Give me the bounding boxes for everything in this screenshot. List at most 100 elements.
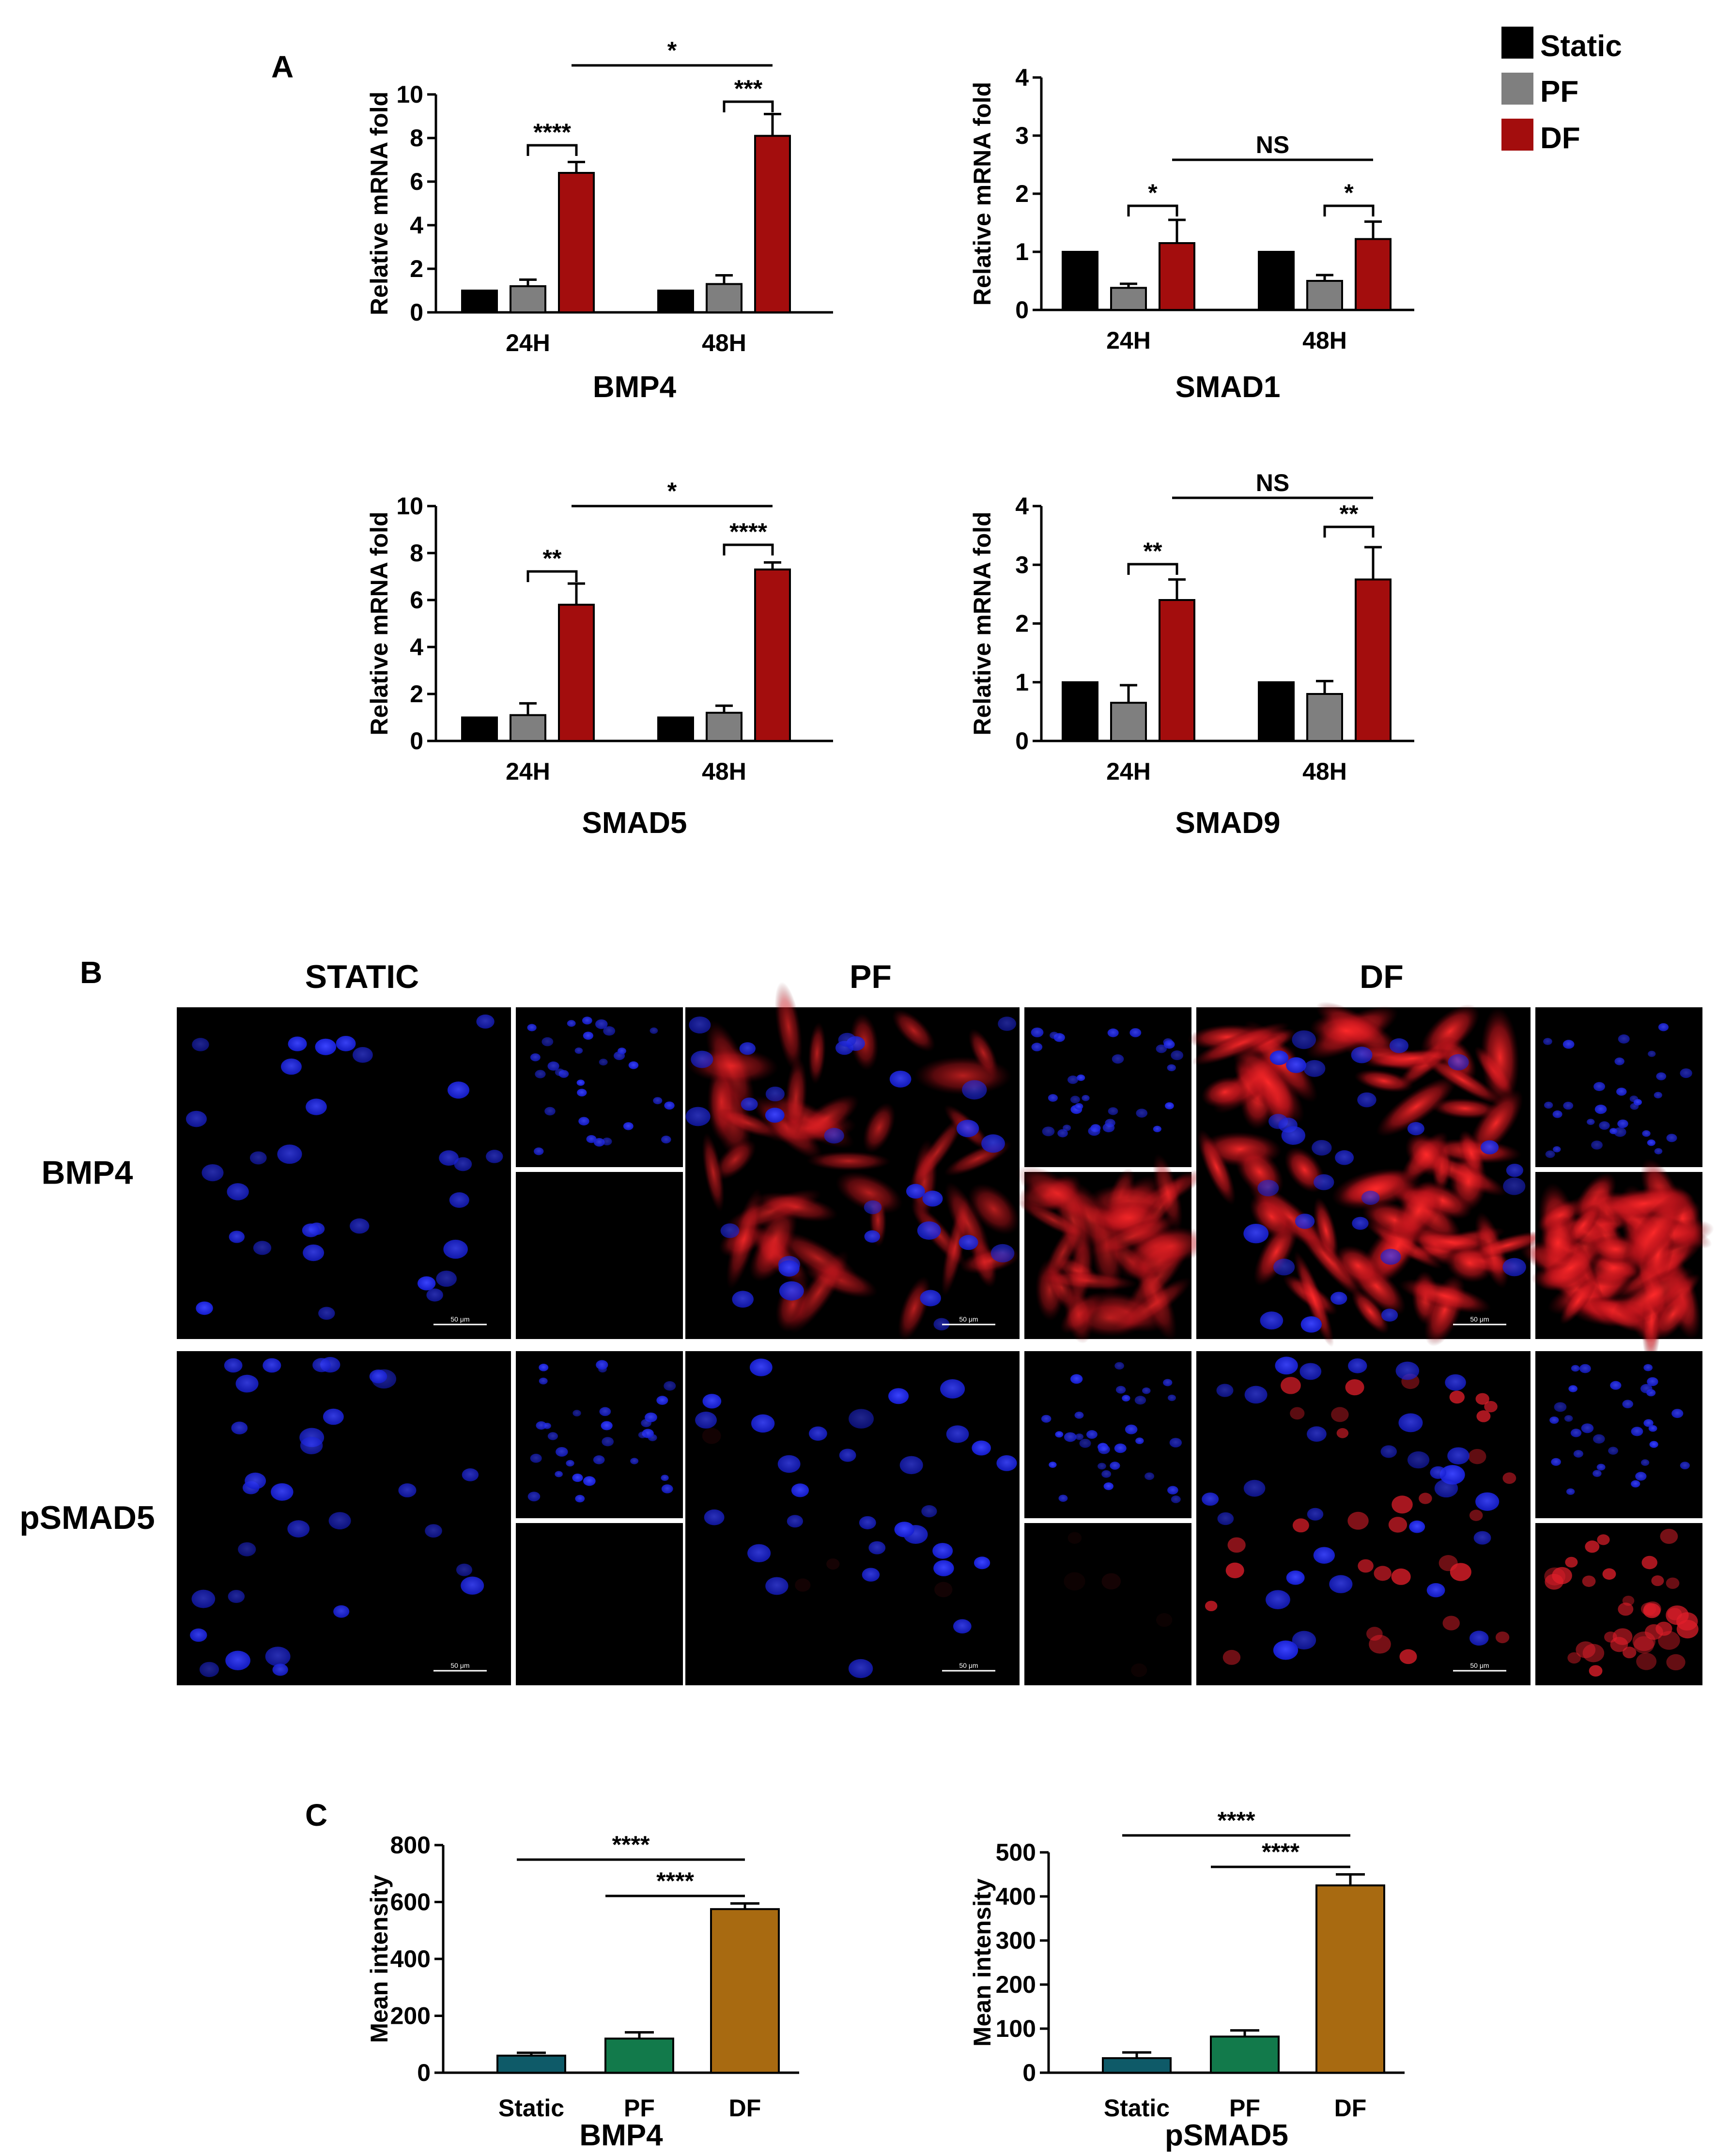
stained-nucleus — [1345, 1379, 1364, 1396]
nucleus — [583, 1476, 596, 1486]
nucleus — [962, 1080, 987, 1100]
nucleus — [1654, 1092, 1662, 1099]
nucleus — [1571, 1365, 1580, 1372]
nucleus — [1058, 1494, 1068, 1502]
nucleus — [1591, 1140, 1603, 1150]
stained-nucleus — [1292, 1518, 1309, 1533]
nucleus — [196, 1301, 213, 1315]
stained-nucleus — [1634, 1636, 1655, 1654]
stained-cell — [1394, 1179, 1443, 1242]
nucleus — [1108, 1107, 1118, 1115]
nucleus — [765, 1108, 785, 1123]
chart-title: BMP4 — [593, 370, 677, 404]
stained-nucleus — [1623, 1647, 1637, 1659]
stained-nucleus — [1450, 1563, 1471, 1581]
nucleus — [1543, 1038, 1552, 1045]
nucleus — [1312, 1140, 1332, 1156]
nucleus — [566, 1460, 574, 1467]
nucleus — [1050, 1032, 1059, 1039]
nucleus — [1335, 1150, 1354, 1165]
nucleus — [1617, 1119, 1628, 1128]
significance-bracket — [526, 144, 578, 156]
nucleus — [1566, 1488, 1575, 1495]
nucleus — [1348, 1358, 1367, 1373]
stained-cell — [1351, 1289, 1390, 1334]
stained-nucleus — [1622, 1595, 1635, 1606]
x-tick-label: PF — [624, 2094, 655, 2122]
nucleus — [922, 1190, 943, 1207]
nucleus — [1579, 1364, 1591, 1373]
stained-nucleus — [1567, 1652, 1581, 1664]
nucleus — [1064, 1432, 1077, 1442]
nucleus — [917, 1221, 941, 1240]
bar-pf — [604, 2037, 674, 2074]
nucleus — [1260, 1311, 1284, 1330]
y-tick-label: 0 — [417, 2059, 431, 2086]
nucleus — [749, 1358, 773, 1376]
nucleus — [201, 1164, 224, 1182]
stained-cell — [776, 1231, 860, 1286]
stained-nucleus — [1640, 1602, 1656, 1616]
nucleus — [1631, 1480, 1640, 1488]
bar-static-24h — [461, 290, 498, 313]
y-axis-label: Relative mRNA fold — [969, 82, 996, 306]
stained-cell — [1445, 1243, 1494, 1283]
significance-bracket — [1127, 204, 1178, 216]
significance-bracket — [1323, 204, 1375, 216]
nucleus — [575, 1494, 585, 1503]
stained-nucleus — [1602, 1568, 1616, 1580]
nucleus — [1616, 1087, 1627, 1096]
x-tick-label: Static — [498, 2094, 564, 2122]
stained-nucleus — [1067, 1532, 1082, 1544]
nucleus — [555, 1471, 563, 1478]
stained-cell — [1197, 1129, 1236, 1205]
stained-cell — [1152, 1154, 1183, 1231]
y-tick-label: 6 — [410, 586, 423, 614]
nucleus — [933, 1318, 950, 1331]
nucleus — [940, 1379, 965, 1399]
nucleus — [953, 1619, 972, 1634]
y-tick-label: 300 — [996, 1927, 1036, 1954]
bar-df — [1315, 1884, 1385, 2074]
bar-pf-24h — [510, 285, 546, 313]
row-label-bmp4: BMP4 — [42, 1155, 133, 1191]
nucleus — [809, 1426, 827, 1441]
nucleus — [527, 1024, 537, 1032]
stained-nucleus — [1604, 1631, 1617, 1643]
nucleus — [704, 1509, 725, 1525]
nucleus — [1593, 1470, 1602, 1477]
stained-nucleus — [1358, 1559, 1374, 1573]
significance-bracket — [1127, 563, 1178, 575]
nucleus — [303, 1244, 325, 1262]
nucleus — [1142, 1387, 1151, 1394]
bar-static-48h — [1258, 681, 1295, 742]
nucleus — [323, 1408, 344, 1425]
significance-label: NS — [1256, 131, 1289, 158]
nucleus — [777, 1455, 801, 1473]
y-tick-label: 2 — [1015, 180, 1029, 207]
legend-swatch-static — [1501, 27, 1533, 59]
nucleus — [1631, 1427, 1643, 1436]
significance-label: *** — [734, 75, 763, 102]
nucleus — [1075, 1433, 1084, 1440]
nucleus — [1656, 1072, 1667, 1080]
nucleus — [1257, 1180, 1279, 1197]
nucleus — [249, 1151, 267, 1165]
nucleus — [1129, 1028, 1142, 1037]
nucleus — [582, 1016, 592, 1025]
nucleus — [888, 1388, 909, 1404]
stained-nucleus — [1347, 1511, 1369, 1530]
nucleus — [1136, 1109, 1148, 1118]
nucleus — [1042, 1126, 1055, 1137]
nucleus — [1426, 1583, 1445, 1598]
nucleus — [541, 1037, 554, 1047]
nucleus — [638, 1432, 647, 1438]
nucleus — [1063, 1124, 1071, 1131]
nucleus — [577, 1089, 587, 1097]
nucleus — [1545, 1150, 1555, 1158]
chart-bmp4-intensity: 0 200 400 600 800 Mean intensity BMP4 Static PF D… — [366, 1831, 799, 2152]
y-tick-label: 0 — [1015, 727, 1029, 755]
stained-cell — [1458, 1130, 1485, 1177]
x-tick-label: 24H — [1106, 327, 1151, 354]
